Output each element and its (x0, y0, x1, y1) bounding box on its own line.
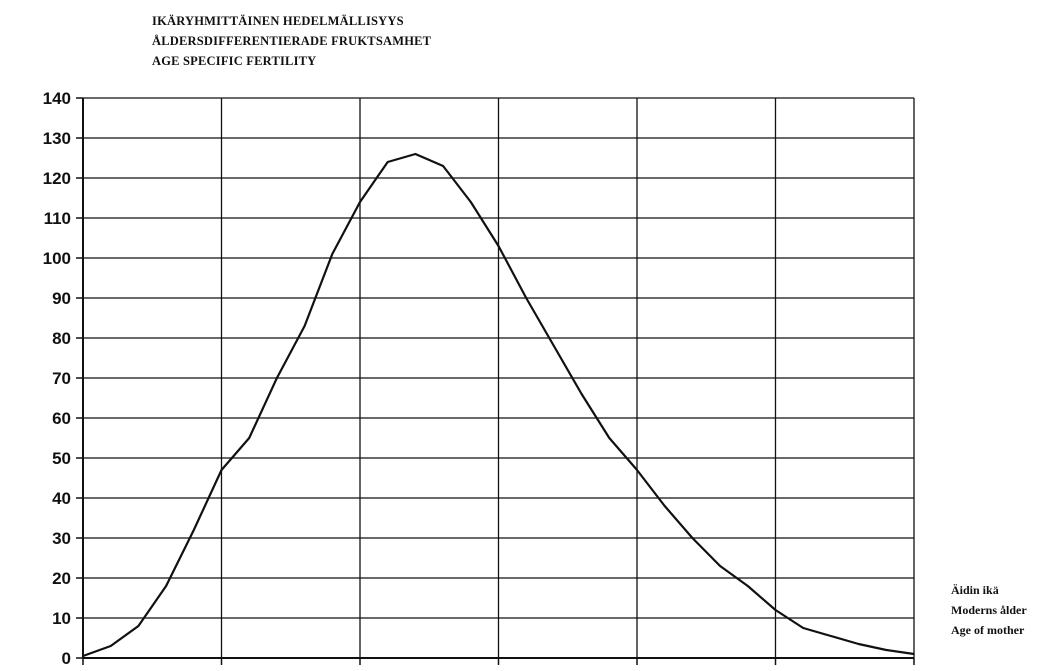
series-group (82, 152, 915, 658)
ytick-label-100: 100 (43, 249, 71, 268)
ytick-label-40: 40 (52, 489, 71, 508)
data-point (719, 565, 721, 567)
data-point (220, 469, 223, 471)
data-point (636, 469, 638, 471)
x-axis-label-sv: Moderns ålder (951, 603, 1027, 617)
y-tick-labels: 0 10 20 30 40 50 60 70 80 90 100 110 120 130 140 (43, 89, 71, 668)
data-point (580, 393, 583, 395)
data-point (663, 505, 666, 507)
ytick-label-10: 10 (52, 609, 71, 628)
chart-title-line-2: ÅLDERSDIFFERENTIERADE FRUKTSAMHET (152, 34, 432, 48)
horizontal-gridlines (76, 97, 914, 659)
ytick-label-140: 140 (43, 89, 71, 108)
ytick-label-90: 90 (52, 289, 71, 308)
data-point (691, 537, 694, 539)
x-axis-label-en: Age of mother (951, 623, 1025, 637)
data-point (885, 649, 888, 651)
data-point (553, 345, 555, 347)
data-point (470, 201, 472, 203)
data-point (82, 655, 84, 657)
ytick-label-80: 80 (52, 329, 71, 348)
chart-title-line-3: AGE SPECIFIC FERTILITY (152, 54, 317, 68)
ytick-label-50: 50 (52, 449, 71, 468)
data-point (331, 253, 334, 255)
data-point (193, 529, 195, 531)
ytick-label-30: 30 (52, 529, 71, 548)
data-point (248, 437, 250, 439)
data-point (276, 377, 278, 379)
data-point (802, 627, 804, 629)
data-point (165, 585, 167, 587)
vertical-gridlines (82, 98, 915, 665)
data-point (386, 161, 389, 163)
data-point (830, 635, 832, 637)
x-axis-label-fi: Äidin ikä (951, 583, 999, 597)
data-point (497, 245, 500, 247)
data-point (913, 653, 915, 655)
x-axis-label: Äidin ikä Moderns ålder Age of mother (951, 580, 1027, 640)
data-point (109, 645, 112, 647)
data-point (137, 625, 140, 627)
data-point (442, 165, 444, 167)
chart-title: IKÄRYHMITTÄINEN HEDELMÄLLISYYS ÅLDERSDIF… (152, 11, 431, 71)
ytick-label-0: 0 (62, 649, 71, 668)
chart-title-line-1: IKÄRYHMITTÄINEN HEDELMÄLLISYYS (152, 14, 404, 28)
data-point (857, 643, 860, 645)
ytick-label-110: 110 (44, 209, 71, 228)
ytick-label-130: 130 (43, 129, 71, 148)
data-point (608, 437, 611, 439)
data-point (359, 201, 361, 203)
ytick-label-60: 60 (52, 409, 71, 428)
data-point (774, 609, 777, 611)
ytick-label-20: 20 (52, 569, 71, 588)
data-point (747, 585, 749, 587)
data-point (525, 297, 527, 299)
ytick-label-70: 70 (52, 369, 71, 388)
data-point (414, 153, 417, 155)
data-point (303, 325, 306, 327)
ytick-label-120: 120 (43, 169, 71, 188)
